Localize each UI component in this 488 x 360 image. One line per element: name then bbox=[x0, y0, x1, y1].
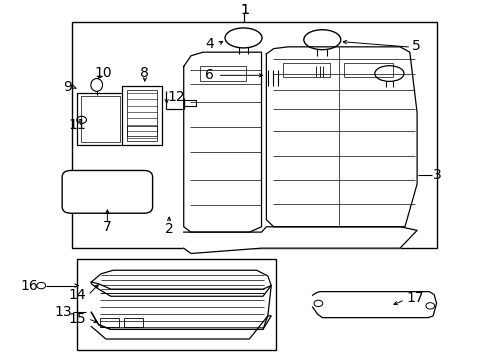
Bar bbox=[77, 93, 123, 145]
Bar bbox=[126, 90, 157, 141]
Polygon shape bbox=[91, 282, 271, 329]
Text: 8: 8 bbox=[140, 66, 149, 80]
Bar bbox=[81, 96, 119, 142]
Polygon shape bbox=[312, 292, 436, 318]
Text: 2: 2 bbox=[164, 221, 173, 235]
Bar bbox=[344, 63, 392, 77]
Text: 12: 12 bbox=[167, 90, 185, 104]
Bar bbox=[122, 86, 162, 145]
Bar bbox=[100, 318, 119, 327]
Bar bbox=[283, 63, 329, 77]
Text: 1: 1 bbox=[240, 3, 248, 17]
Text: 14: 14 bbox=[69, 288, 86, 302]
Text: 1: 1 bbox=[240, 3, 248, 17]
Polygon shape bbox=[183, 52, 261, 232]
Polygon shape bbox=[91, 270, 271, 296]
Bar bbox=[200, 67, 245, 81]
Text: 7: 7 bbox=[103, 220, 112, 234]
Text: 4: 4 bbox=[205, 37, 214, 51]
Bar bbox=[72, 22, 436, 248]
FancyBboxPatch shape bbox=[62, 171, 152, 213]
Text: 10: 10 bbox=[95, 66, 112, 80]
Text: 13: 13 bbox=[54, 305, 72, 319]
Text: 6: 6 bbox=[205, 68, 214, 82]
Polygon shape bbox=[266, 47, 416, 227]
Polygon shape bbox=[122, 86, 162, 145]
Text: 9: 9 bbox=[63, 80, 72, 94]
Text: 11: 11 bbox=[69, 118, 86, 132]
Bar bbox=[184, 100, 196, 105]
Bar bbox=[77, 259, 276, 350]
Polygon shape bbox=[183, 227, 416, 253]
Polygon shape bbox=[91, 312, 271, 339]
Text: 17: 17 bbox=[406, 291, 423, 305]
Bar bbox=[123, 318, 143, 327]
Text: 16: 16 bbox=[20, 279, 38, 293]
Text: 5: 5 bbox=[411, 39, 420, 53]
Bar bbox=[126, 126, 157, 136]
Text: 3: 3 bbox=[432, 168, 441, 182]
Text: 15: 15 bbox=[69, 312, 86, 326]
